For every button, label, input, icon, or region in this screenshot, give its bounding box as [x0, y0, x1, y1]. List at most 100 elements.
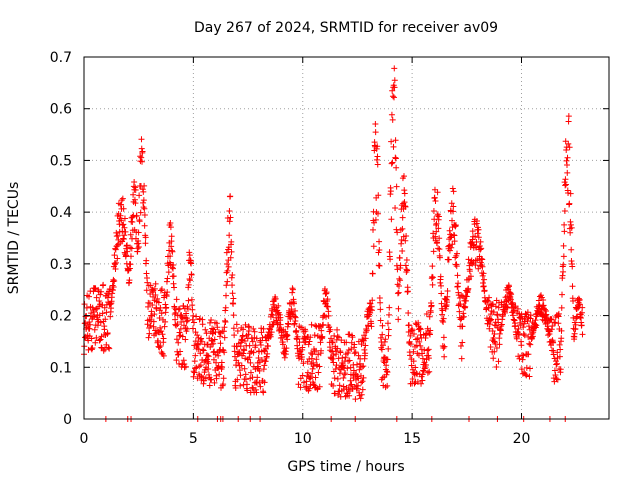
- data-point: [481, 287, 488, 294]
- data-point: [226, 232, 233, 239]
- data-point: [424, 347, 431, 354]
- data-point: [352, 349, 359, 356]
- data-point: [317, 339, 324, 346]
- data-point: [560, 242, 567, 249]
- data-point: [97, 319, 104, 326]
- data-point: [556, 353, 563, 360]
- data-point: [138, 145, 145, 152]
- data-point: [432, 233, 439, 240]
- data-point: [228, 248, 235, 255]
- data-point: [94, 322, 101, 329]
- data-point: [523, 372, 530, 379]
- data-point: [237, 382, 244, 389]
- data-point: [568, 246, 575, 253]
- data-point: [103, 309, 110, 316]
- data-point: [330, 359, 337, 366]
- data-point: [375, 192, 382, 199]
- data-point: [338, 337, 345, 344]
- data-point: [159, 331, 166, 338]
- data-point: [407, 341, 414, 348]
- data-point: [347, 382, 354, 389]
- data-point: [119, 228, 126, 235]
- data-point: [576, 301, 583, 308]
- data-point: [510, 308, 517, 315]
- data-point: [395, 305, 402, 312]
- data-point: [564, 154, 571, 161]
- data-point: [89, 344, 96, 351]
- data-point: [306, 338, 313, 345]
- data-point: [157, 304, 164, 311]
- data-point: [444, 288, 451, 295]
- data-point: [249, 338, 256, 345]
- data-point: [211, 336, 218, 343]
- data-point: [246, 342, 253, 349]
- data-point: [307, 375, 314, 382]
- data-point: [136, 218, 143, 225]
- data-point: [169, 248, 176, 255]
- data-point: [391, 77, 398, 84]
- data-point: [234, 328, 241, 335]
- data-point: [520, 352, 527, 359]
- x-tick-label: 0: [80, 431, 89, 447]
- data-point: [344, 365, 351, 372]
- data-point: [265, 343, 272, 350]
- data-point: [91, 326, 98, 333]
- data-point: [442, 296, 449, 303]
- data-point: [346, 392, 353, 399]
- data-point: [562, 181, 569, 188]
- data-point: [150, 318, 157, 325]
- data-point: [174, 351, 181, 358]
- data-point: [562, 138, 569, 145]
- data-point: [224, 267, 231, 274]
- data-point: [244, 381, 251, 388]
- data-point: [180, 357, 187, 364]
- data-point: [352, 396, 359, 403]
- data-point: [285, 321, 292, 328]
- data-point: [328, 335, 335, 342]
- data-point: [433, 220, 440, 227]
- data-point: [473, 218, 480, 225]
- data-point: [354, 361, 360, 368]
- data-point: [110, 276, 117, 283]
- data-point: [449, 185, 456, 192]
- data-point: [88, 346, 95, 353]
- data-point: [504, 304, 511, 311]
- data-point: [392, 155, 399, 162]
- data-point: [253, 335, 260, 342]
- data-point: [509, 312, 516, 319]
- data-point: [214, 324, 221, 331]
- data-point: [423, 362, 430, 369]
- data-point: [425, 352, 432, 359]
- data-point: [569, 263, 576, 270]
- data-point: [404, 288, 411, 295]
- data-point: [478, 255, 485, 262]
- data-point: [340, 374, 347, 381]
- data-point: [163, 278, 170, 285]
- data-point: [153, 305, 160, 312]
- data-point: [440, 334, 447, 341]
- data-point: [430, 208, 437, 215]
- data-point: [507, 296, 514, 303]
- data-point: [379, 331, 386, 338]
- data-point: [126, 265, 133, 272]
- data-point: [260, 389, 267, 396]
- data-point: [565, 190, 572, 197]
- data-point: [309, 351, 316, 358]
- data-point: [106, 345, 113, 352]
- data-point: [528, 335, 535, 342]
- data-point: [222, 319, 229, 326]
- data-point: [190, 319, 197, 326]
- data-point: [466, 268, 473, 275]
- data-point: [163, 304, 170, 311]
- data-point: [555, 312, 562, 319]
- data-point: [330, 382, 337, 389]
- data-point: [358, 363, 365, 370]
- data-point: [565, 113, 572, 120]
- data-point: [114, 242, 121, 249]
- data-point: [558, 335, 565, 342]
- data-point: [199, 346, 206, 353]
- data-point: [151, 285, 158, 292]
- data-point: [421, 346, 428, 353]
- data-point: [292, 314, 299, 321]
- data-point: [426, 313, 433, 320]
